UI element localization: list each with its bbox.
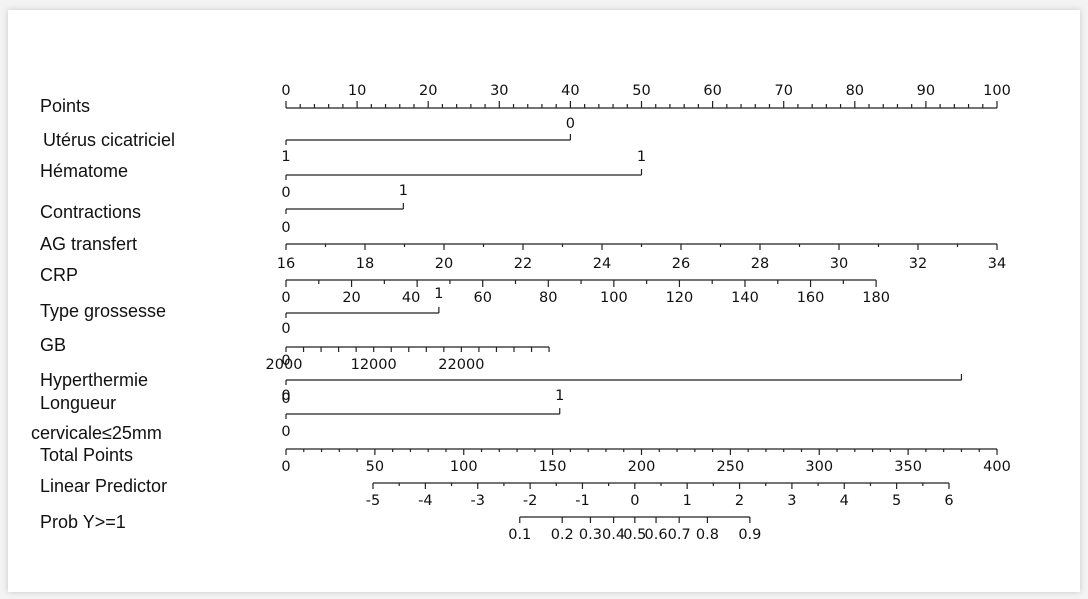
ag-transfert-tick-label: 28 xyxy=(751,256,769,272)
points-tick-label: 40 xyxy=(561,83,579,99)
prob-tick-label: 0.5 xyxy=(623,527,646,543)
total-points-tick-label: 250 xyxy=(717,459,745,475)
row-label-longueur-cervicale-25mm: Longueur xyxy=(40,393,116,413)
total-points-tick-label: 100 xyxy=(450,459,478,475)
total-points-tick-label: 300 xyxy=(805,459,833,475)
points-tick-label: 60 xyxy=(703,83,721,99)
points-tick-label: 70 xyxy=(774,83,792,99)
linear-predictor-tick-label: 1 xyxy=(683,493,692,509)
prob-tick-label: 0.1 xyxy=(508,527,531,543)
linear-predictor-tick-label: 2 xyxy=(735,493,744,509)
crp-tick-label: 140 xyxy=(731,290,759,306)
points-tick-label: 0 xyxy=(281,83,290,99)
row-label-contractions: Contractions xyxy=(40,202,141,222)
ag-transfert-tick-label: 20 xyxy=(435,256,453,272)
points-tick-label: 100 xyxy=(983,83,1011,99)
ag-transfert-tick-label: 34 xyxy=(988,256,1006,272)
total-points-tick-label: 150 xyxy=(539,459,567,475)
crp-tick-label: 100 xyxy=(600,290,628,306)
crp-tick-label: 180 xyxy=(862,290,890,306)
row-label-linear-predictor: Linear Predictor xyxy=(40,476,167,496)
crp-tick-label: 120 xyxy=(666,290,694,306)
row-label-prob-y-1: Prob Y>=1 xyxy=(40,512,126,532)
ag-transfert-tick-label: 26 xyxy=(672,256,690,272)
nomogram-chart: Points Utérus cicatriciel Hématome Contract… xyxy=(31,83,1011,543)
row-label-type-grossesse: Type grossesse xyxy=(40,301,166,321)
ag-transfert-tick-label: 18 xyxy=(356,256,374,272)
linear-predictor-tick-label: 6 xyxy=(944,493,953,509)
ag-transfert-tick-label: 22 xyxy=(514,256,532,272)
contractions-level-label: 0 xyxy=(281,185,290,201)
crp-tick-label: 60 xyxy=(473,290,491,306)
ag-transfert-tick-label: 24 xyxy=(593,256,611,272)
points-tick-label: 90 xyxy=(917,83,935,99)
total-points-tick-label: 200 xyxy=(628,459,656,475)
hyperthermie-level-label: 0 xyxy=(281,391,290,407)
crp-tick-label: 40 xyxy=(402,290,420,306)
hyperthermie-level-label: 0 xyxy=(281,353,290,369)
linear-predictor-tick-label: -1 xyxy=(575,493,589,509)
total-points-tick-label: 50 xyxy=(366,459,384,475)
hematome-level-label: 1 xyxy=(637,149,646,165)
type-grossesse-level-label: 1 xyxy=(434,286,443,302)
points-tick-label: 20 xyxy=(419,83,437,99)
linear-predictor-tick-label: 5 xyxy=(892,493,901,509)
row-label-h-matome: Hématome xyxy=(40,161,128,181)
prob-tick-label: 0.2 xyxy=(551,527,574,543)
gb-tick-label: 2000 xyxy=(266,357,303,373)
row-label-ag-transfert: AG transfert xyxy=(40,234,137,254)
prob-tick-label: 0.4 xyxy=(602,527,625,543)
total-points-tick-label: 350 xyxy=(894,459,922,475)
ag-transfert-tick-label: 16 xyxy=(277,256,295,272)
row-label-points: Points xyxy=(40,96,90,116)
linear-predictor-tick-label: -2 xyxy=(523,493,537,509)
points-tick-label: 80 xyxy=(846,83,864,99)
longueur-cervicale-level-label: 1 xyxy=(555,388,564,404)
crp-tick-label: 20 xyxy=(342,290,360,306)
longueur-cervicale-zero-label: 0 xyxy=(281,424,290,440)
hematome-level-label: 1 xyxy=(281,149,290,165)
ag-transfert-tick-label: 32 xyxy=(909,256,927,272)
linear-predictor-tick-label: -4 xyxy=(418,493,432,509)
crp-tick-label: 0 xyxy=(281,290,290,306)
row-label-hyperthermie: Hyperthermie xyxy=(40,370,148,390)
gb-tick-label: 12000 xyxy=(351,357,397,373)
crp-tick-label: 80 xyxy=(539,290,557,306)
linear-predictor-tick-label: -5 xyxy=(366,493,380,509)
uterus-cicatriciel-level-label: 0 xyxy=(566,116,575,132)
gb-tick-label: 22000 xyxy=(438,357,484,373)
longueur-cervicale-level-label: 0 xyxy=(281,388,290,404)
ag-transfert-tick-label: 30 xyxy=(830,256,848,272)
ag-transfert-start-label: 0 xyxy=(281,220,290,236)
prob-tick-label: 0.6 xyxy=(645,527,668,543)
prob-tick-label: 0.9 xyxy=(738,527,761,543)
type-grossesse-level-label: 0 xyxy=(281,321,290,337)
row-label-gb: GB xyxy=(40,335,66,355)
points-tick-label: 10 xyxy=(348,83,366,99)
crp-tick-label: 160 xyxy=(797,290,825,306)
prob-tick-label: 0.7 xyxy=(668,527,691,543)
total-points-tick-label: 400 xyxy=(983,459,1011,475)
prob-tick-label: 0.8 xyxy=(696,527,719,543)
linear-predictor-tick-label: 0 xyxy=(630,493,639,509)
row-label-longueur-cervicale-25mm: cervicale≤25mm xyxy=(31,423,162,443)
row-label-total-points: Total Points xyxy=(40,445,133,465)
figure-card: Points Utérus cicatriciel Hématome Contract… xyxy=(8,10,1080,592)
row-label-ut-rus-cicatriciel: Utérus cicatriciel xyxy=(43,130,175,150)
linear-predictor-tick-label: 4 xyxy=(840,493,849,509)
total-points-tick-label: 0 xyxy=(281,459,290,475)
row-label-crp: CRP xyxy=(40,265,78,285)
linear-predictor-tick-label: -3 xyxy=(470,493,484,509)
points-tick-label: 50 xyxy=(632,83,650,99)
contractions-level-label: 1 xyxy=(399,183,408,199)
prob-tick-label: 0.3 xyxy=(579,527,602,543)
points-tick-label: 30 xyxy=(490,83,508,99)
linear-predictor-tick-label: 3 xyxy=(787,493,796,509)
